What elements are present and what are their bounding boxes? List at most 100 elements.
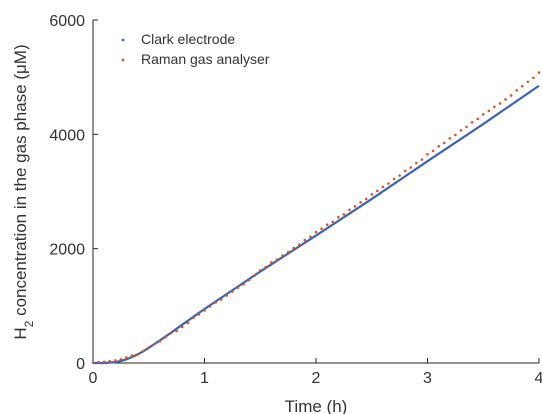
data-point-raman-gas-analyser xyxy=(370,193,374,196)
data-point-raman-gas-analyser xyxy=(526,80,530,84)
data-point-raman-gas-analyser xyxy=(537,71,541,74)
data-point-raman-gas-analyser xyxy=(214,301,217,304)
y-tick-label: 2000 xyxy=(49,242,85,259)
y-tick-label: 6000 xyxy=(49,13,85,30)
y-axis-label: H2 concentration in the gas phase (μM) xyxy=(11,44,36,339)
data-point-raman-gas-analyser xyxy=(141,349,145,353)
data-point-raman-gas-analyser xyxy=(231,290,234,293)
data-point-raman-gas-analyser xyxy=(481,113,485,116)
data-point-raman-gas-analyser xyxy=(509,94,513,97)
y-axis-label-subscript: 2 xyxy=(22,320,36,327)
x-tick-label: 1 xyxy=(200,370,209,387)
data-point-raman-gas-analyser xyxy=(303,238,307,242)
data-point-raman-gas-analyser xyxy=(387,182,390,185)
series-line-clark-electrode xyxy=(93,84,540,365)
data-point-raman-gas-analyser xyxy=(247,278,251,282)
legend-entry: Raman gas analyser xyxy=(141,51,270,67)
data-point-raman-gas-analyser xyxy=(186,321,190,325)
data-point-raman-gas-analyser xyxy=(415,161,418,165)
data-point-raman-gas-analyser xyxy=(359,201,362,204)
y-tick-label: 4000 xyxy=(49,127,85,144)
y-axis-label-main: H xyxy=(11,327,30,339)
data-point-raman-gas-analyser xyxy=(125,356,128,359)
data-point-raman-gas-analyser xyxy=(459,129,463,132)
legend-entry: Clark electrode xyxy=(141,31,235,47)
data-point-raman-gas-analyser xyxy=(253,274,256,277)
data-point-raman-gas-analyser xyxy=(398,174,401,177)
data-point-raman-gas-analyser xyxy=(515,89,518,92)
data-point-raman-gas-analyser xyxy=(286,250,290,254)
data-point-raman-gas-analyser xyxy=(331,220,335,224)
data-point-raman-gas-analyser xyxy=(225,294,229,297)
data-point-raman-gas-analyser xyxy=(264,265,268,269)
data-point-raman-gas-analyser xyxy=(208,305,212,308)
data-point-raman-gas-analyser xyxy=(342,213,346,216)
data-point-raman-gas-analyser xyxy=(236,286,240,289)
legend: Clark electrode Raman gas analyser xyxy=(121,31,270,67)
data-point-raman-gas-analyser xyxy=(392,177,396,181)
data-point-raman-gas-analyser xyxy=(381,185,385,189)
data-point-raman-gas-analyser xyxy=(520,85,524,88)
data-point-raman-gas-analyser xyxy=(437,145,440,148)
data-point-raman-gas-analyser xyxy=(119,357,123,361)
data-point-raman-gas-analyser xyxy=(314,230,318,234)
data-point-raman-gas-analyser xyxy=(532,76,535,80)
data-point-raman-gas-analyser xyxy=(353,205,357,208)
data-point-raman-gas-analyser xyxy=(364,197,368,201)
data-point-raman-gas-analyser xyxy=(130,354,134,357)
data-point-raman-gas-analyser xyxy=(114,359,117,362)
data-point-raman-gas-analyser xyxy=(426,153,429,156)
data-point-raman-gas-analyser xyxy=(108,359,112,363)
data-point-raman-gas-analyser xyxy=(337,215,340,219)
data-point-raman-gas-analyser xyxy=(470,121,474,124)
data-point-raman-gas-analyser xyxy=(476,117,479,121)
data-point-raman-gas-analyser xyxy=(153,342,156,346)
y-axis-label-rest: concentration in the gas phase (μM) xyxy=(11,44,30,320)
data-point-raman-gas-analyser xyxy=(91,361,95,364)
x-tick-label: 3 xyxy=(423,370,432,387)
legend-marker xyxy=(121,58,125,62)
data-point-raman-gas-analyser xyxy=(281,254,284,257)
data-point-raman-gas-analyser xyxy=(175,329,178,333)
data-point-raman-gas-analyser xyxy=(403,169,407,173)
data-point-raman-gas-analyser xyxy=(325,223,329,226)
data-point-raman-gas-analyser xyxy=(420,158,424,161)
data-point-raman-gas-analyser xyxy=(320,227,323,230)
series-layer xyxy=(91,71,541,365)
data-point-raman-gas-analyser xyxy=(169,331,173,335)
x-axis-label: Time (h) xyxy=(285,397,348,414)
y-tick-label: 0 xyxy=(76,356,85,373)
data-point-raman-gas-analyser xyxy=(297,243,301,246)
data-point-raman-gas-analyser xyxy=(465,125,468,129)
data-point-raman-gas-analyser xyxy=(158,339,162,343)
data-point-raman-gas-analyser xyxy=(309,235,312,238)
data-point-raman-gas-analyser xyxy=(258,269,262,272)
data-point-raman-gas-analyser xyxy=(487,109,491,113)
data-point-raman-gas-analyser xyxy=(409,166,413,169)
data-point-raman-gas-analyser xyxy=(270,261,273,264)
data-point-raman-gas-analyser xyxy=(164,335,167,339)
data-point-raman-gas-analyser xyxy=(136,353,139,356)
data-point-raman-gas-analyser xyxy=(97,360,100,364)
data-point-raman-gas-analyser xyxy=(147,346,151,349)
data-point-raman-gas-analyser xyxy=(180,325,184,329)
data-point-raman-gas-analyser xyxy=(102,360,106,364)
data-point-raman-gas-analyser xyxy=(242,282,245,286)
x-tick-label: 0 xyxy=(89,370,98,387)
data-point-raman-gas-analyser xyxy=(348,208,351,212)
data-point-raman-gas-analyser xyxy=(493,105,496,109)
data-point-raman-gas-analyser xyxy=(442,141,446,145)
axes: 0 1 2 3 4 0 2000 4000 6000 xyxy=(49,13,542,387)
data-point-raman-gas-analyser xyxy=(197,313,201,316)
x-tick-label: 2 xyxy=(312,370,321,387)
data-point-raman-gas-analyser xyxy=(219,298,223,301)
data-point-raman-gas-analyser xyxy=(203,309,206,312)
data-point-raman-gas-analyser xyxy=(454,133,457,137)
data-point-raman-gas-analyser xyxy=(192,316,195,320)
data-point-raman-gas-analyser xyxy=(292,246,296,250)
data-point-raman-gas-analyser xyxy=(431,149,435,153)
data-point-raman-gas-analyser xyxy=(448,137,452,140)
data-point-raman-gas-analyser xyxy=(275,258,279,261)
legend-marker xyxy=(121,38,125,42)
